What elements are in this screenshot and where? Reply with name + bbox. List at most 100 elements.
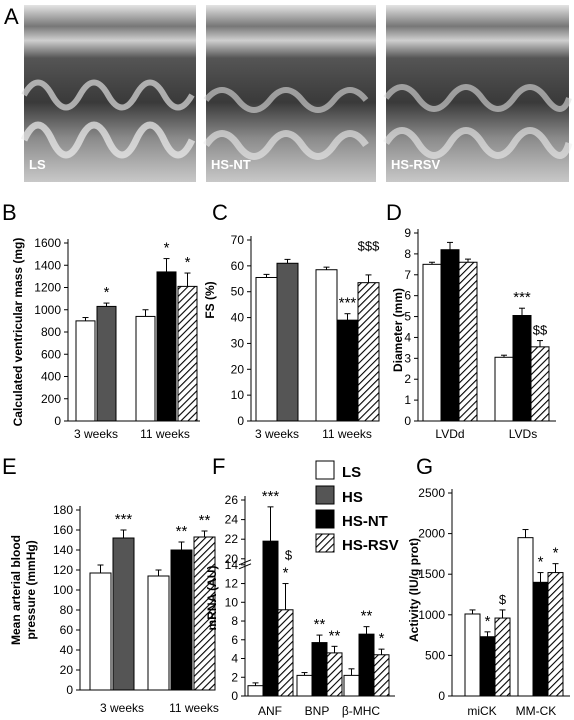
y-axis-label-line: pressure (mmHg) xyxy=(24,540,38,639)
y-tick-label: 600 xyxy=(41,347,61,361)
significance-label: * xyxy=(379,630,385,647)
panel-letter-d: D xyxy=(386,200,402,225)
echo-image-hs-rsv: HS-RSV xyxy=(383,5,573,182)
y-tick-label: 500 xyxy=(425,648,445,662)
significance-label: *** xyxy=(262,488,280,505)
bar xyxy=(255,276,278,422)
x-tick-label: 3 weeks xyxy=(255,427,299,441)
bar xyxy=(440,249,460,422)
y-tick-label: 0 xyxy=(66,683,73,697)
y-tick-label: 1400 xyxy=(34,258,61,272)
significance-label: ** xyxy=(329,627,341,644)
bar xyxy=(262,540,279,697)
y-tick-label: 0 xyxy=(237,414,244,428)
echo-label-ls: LS xyxy=(29,157,46,172)
y-axis-label: Mean arterial bloodpressure (mmHg) xyxy=(9,535,38,645)
y-tick-label: 180 xyxy=(53,503,73,517)
y-tick-label: 2500 xyxy=(418,486,445,500)
bar xyxy=(89,572,112,691)
panel-letter-g: G xyxy=(416,454,433,479)
bar xyxy=(296,674,313,697)
y-tick-label: 5 xyxy=(404,310,411,324)
bar xyxy=(530,346,550,422)
axis-break-mark xyxy=(238,559,252,566)
y-tick-label: 20 xyxy=(60,663,74,677)
legend-swatch-hs xyxy=(315,485,335,505)
y-tick-label: 8 xyxy=(404,247,411,261)
legend: LS HS HS-NT HS-RSV xyxy=(315,460,399,554)
significance-label: * xyxy=(185,254,191,271)
y-tick-label: 26 xyxy=(225,493,239,507)
bar xyxy=(276,262,299,422)
significance-label: * xyxy=(104,284,110,301)
panel-letter-e: E xyxy=(2,454,17,479)
legend-swatch-hs-rsv xyxy=(315,533,335,553)
bar xyxy=(532,581,549,697)
significance-label: *** xyxy=(115,511,133,528)
y-tick-label: 9 xyxy=(404,226,411,240)
bar xyxy=(147,575,170,691)
bar xyxy=(315,269,338,422)
y-tick-label: 800 xyxy=(41,325,61,339)
significance-label: *** xyxy=(339,295,357,312)
bar xyxy=(464,613,481,697)
y-tick-label: 200 xyxy=(41,392,61,406)
chart-b: B 0 200 400 600 800 1000 1200 1400 1600 Calculated… xyxy=(2,200,200,441)
y-tick-label: 1600 xyxy=(34,236,61,250)
y-axis-label: FS (%) xyxy=(203,281,217,318)
y-tick-label: 8 xyxy=(231,614,238,628)
bar xyxy=(458,261,478,422)
y-tick-label: 30 xyxy=(231,336,245,350)
x-tick-label: 3 weeks xyxy=(100,701,144,715)
y-axis-label: Diameter (mm) xyxy=(391,288,405,372)
y-tick-label: 1000 xyxy=(34,303,61,317)
axis-break-mark xyxy=(238,563,252,570)
y-tick-label: 10 xyxy=(231,388,245,402)
y-tick-label: 2 xyxy=(231,670,238,684)
bar xyxy=(311,642,328,697)
y-tick-label: 80 xyxy=(60,603,74,617)
y-tick-label: 2000 xyxy=(418,527,445,541)
x-tick-label: MM-CK xyxy=(516,704,557,718)
y-tick-label: 60 xyxy=(60,623,74,637)
significance-label: ** xyxy=(199,512,211,529)
y-tick-label: 140 xyxy=(53,543,73,557)
y-tick-label: 14 xyxy=(225,558,239,572)
bar xyxy=(422,263,442,422)
y-tick-label: 20 xyxy=(231,362,245,376)
y-axis-label: mRNA (AU) xyxy=(205,566,219,631)
chart-c: C 0 10 20 30 40 50 60 70 FS (%) 3 weeks 11 weeks ***… xyxy=(203,200,380,441)
annotation: $$$ xyxy=(358,238,380,253)
bar xyxy=(96,305,117,422)
y-tick-label: 50 xyxy=(231,285,245,299)
legend-swatch-hs-nt xyxy=(315,509,335,529)
x-tick-label: ANF xyxy=(258,704,282,718)
y-tick-label: 1000 xyxy=(418,608,445,622)
bar xyxy=(494,356,514,422)
significance-label: * xyxy=(538,554,544,571)
bar xyxy=(343,674,360,697)
y-tick-label: 1 xyxy=(404,393,411,407)
chart-d: D 0 1 2 3 4 5 6 7 8 9 Diameter (mm) LVDd LVDs *** $$ xyxy=(386,200,556,441)
bar xyxy=(326,652,343,697)
y-tick-label: 1500 xyxy=(418,567,445,581)
echo-image-hs-nt: HS-NT xyxy=(203,5,376,182)
bar xyxy=(512,315,532,422)
x-tick-label: LVDd xyxy=(435,427,464,441)
bar xyxy=(177,285,198,422)
y-axis-label-line: Mean arterial blood xyxy=(9,535,23,645)
y-tick-label: 20 xyxy=(225,552,239,566)
bar xyxy=(247,685,264,697)
bar xyxy=(547,572,564,697)
y-tick-label: 6 xyxy=(231,633,238,647)
bar xyxy=(357,282,380,422)
y-tick-label: 22 xyxy=(225,532,239,546)
y-tick-label: 120 xyxy=(53,563,73,577)
y-tick-label: 0 xyxy=(404,414,411,428)
y-tick-label: 24 xyxy=(225,513,239,527)
y-tick-label: 0 xyxy=(231,689,238,703)
y-tick-label: 6 xyxy=(404,289,411,303)
bar xyxy=(277,609,294,697)
y-tick-label: 0 xyxy=(438,689,445,703)
